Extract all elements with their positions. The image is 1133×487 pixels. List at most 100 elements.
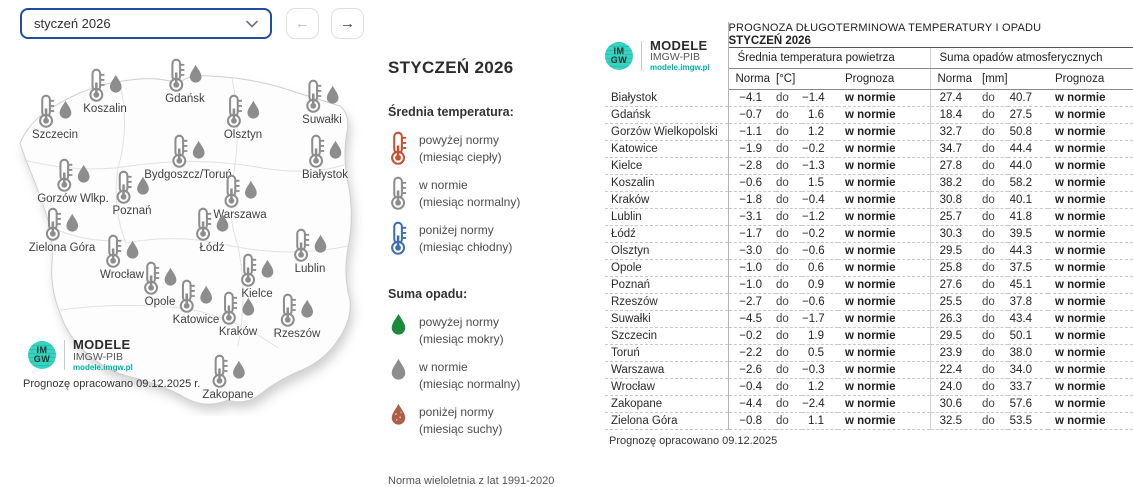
droplet-icon	[199, 285, 214, 304]
do-separator: do	[776, 328, 802, 345]
temp-norma-high-cell: 1.2	[802, 379, 838, 396]
city-cell: Kraków	[605, 192, 728, 209]
legend-item: powyżej normy (miesiąc mokry)	[388, 313, 556, 349]
precip-norma-high-cell: 41.8	[1008, 209, 1048, 226]
precip-prognosis-cell: w normie	[1048, 311, 1133, 328]
do-separator: do	[982, 413, 1008, 430]
imgw-logo-circle: IM GW	[605, 42, 633, 70]
legend-item: poniżej normy (miesiąc suchy)	[388, 403, 556, 439]
do-separator: do	[776, 260, 802, 277]
temp-norma-low-cell: −4.1	[728, 90, 776, 107]
temp-norma-high-cell: −0.2	[802, 226, 838, 243]
table-row: Gorzów Wielkopolski −1.1 do 1.2 w normie…	[605, 124, 1133, 141]
precip-norma-high-cell: 45.1	[1008, 277, 1048, 294]
table-row: Suwałki −4.5 do −1.7 w normie 26.3 do 43…	[605, 311, 1133, 328]
precip-norma-high-cell: 57.6	[1008, 396, 1048, 413]
logo-url: modele.imgw.pl	[650, 64, 710, 72]
legend-item: poniżej normy (miesiąc chłodny)	[388, 221, 556, 257]
precip-prognosis-cell: w normie	[1048, 345, 1133, 362]
precip-norma-high-cell: 34.0	[1008, 362, 1048, 379]
thermometer-icon	[142, 261, 161, 295]
do-separator: do	[982, 345, 1008, 362]
precipitation-legend-items: powyżej normy (miesiąc mokry) w normie (	[388, 313, 556, 439]
droplet-icon	[108, 74, 123, 93]
do-separator: do	[776, 413, 802, 430]
droplet-icon	[243, 180, 258, 199]
city-label: Koszalin	[83, 103, 126, 115]
do-separator: do	[982, 107, 1008, 124]
temp-norma-high-cell: −1.4	[802, 90, 838, 107]
precip-norma-low-cell: 29.5	[930, 328, 982, 345]
temp-prognosis-cell: w normie	[838, 379, 930, 396]
table-row: Olsztyn −3.0 do −0.6 w normie 29.5 do 44…	[605, 243, 1133, 260]
logo-org: IMGW-PIB	[73, 352, 133, 363]
city-label: Zielona Góra	[29, 242, 95, 254]
thermometer-icon	[389, 131, 408, 165]
legend-item-label: poniżej normy	[419, 405, 494, 419]
legend-item-label: w normie	[419, 360, 468, 374]
temp-norma-high-cell: 0.5	[802, 345, 838, 362]
city-label: Szczecin	[32, 129, 78, 141]
temp-norma-low-cell: −2.2	[728, 345, 776, 362]
precip-norma-high-cell: 27.5	[1008, 107, 1048, 124]
do-separator: do	[982, 226, 1008, 243]
city-marker: Zielona Góra	[29, 207, 95, 254]
logo-url: modele.imgw.pl	[73, 364, 133, 372]
month-select[interactable]: styczeń 2026	[20, 8, 272, 39]
precip-prognosis-cell: w normie	[1048, 396, 1133, 413]
temp-norma-low-cell: −0.6	[728, 175, 776, 192]
do-separator: do	[776, 124, 802, 141]
do-separator: do	[776, 192, 802, 209]
do-separator: do	[776, 311, 802, 328]
city-cell: Szczecin	[605, 328, 728, 345]
do-separator: do	[982, 396, 1008, 413]
table-row: Poznań −1.0 do 0.9 w normie 27.6 do 45.1…	[605, 277, 1133, 294]
city-cell: Koszalin	[605, 175, 728, 192]
precip-norma-low-cell: 25.7	[930, 209, 982, 226]
prev-month-button[interactable]: ←	[286, 8, 319, 39]
city-marker: Gorzów Wlkp.	[37, 158, 109, 205]
table-subtitle: STYCZEŃ 2026	[729, 35, 1133, 47]
thermometer-icon	[389, 221, 408, 255]
temp-prognosis-cell: w normie	[838, 294, 930, 311]
legend-item-label: powyżej normy	[419, 315, 499, 329]
table-row: Koszalin −0.6 do 1.5 w normie 38.2 do 58…	[605, 175, 1133, 192]
city-cell: Olsztyn	[605, 243, 728, 260]
temp-norma-low-cell: −0.4	[728, 379, 776, 396]
chevron-down-icon	[246, 20, 258, 28]
table-row: Lublin −3.1 do −1.2 w normie 25.7 do 41.…	[605, 209, 1133, 226]
thermometer-icon	[222, 174, 241, 208]
city-marker: Białystok	[302, 134, 348, 181]
thermometer-icon	[167, 58, 186, 92]
forecast-table: IM GW MODELE IMGW-PIB modele.imgw.pl PRO…	[605, 22, 1133, 447]
precip-prognosis-cell: w normie	[1048, 294, 1133, 311]
temp-norma-high-cell: −2.4	[802, 396, 838, 413]
city-marker: Zakopane	[202, 354, 253, 401]
precip-norma-low-cell: 27.4	[930, 90, 982, 107]
col-header-temp-norma: Norma	[728, 69, 776, 90]
precip-norma-high-cell: 40.7	[1008, 90, 1048, 107]
temp-norma-low-cell: −1.0	[728, 260, 776, 277]
do-separator: do	[982, 379, 1008, 396]
do-separator: do	[776, 294, 802, 311]
droplet-icon	[325, 85, 340, 104]
city-label: Suwałki	[302, 114, 342, 126]
precip-norma-low-cell: 32.5	[930, 413, 982, 430]
droplet-icon	[191, 140, 206, 159]
do-separator: do	[776, 107, 802, 124]
precip-prognosis-cell: w normie	[1048, 158, 1133, 175]
temperature-legend-items: powyżej normy (miesiąc ciepły)	[388, 131, 556, 257]
thermometer-icon	[55, 158, 74, 192]
droplet-icon	[328, 140, 343, 159]
thermometer-icon	[225, 94, 244, 128]
temp-prognosis-cell: w normie	[838, 175, 930, 192]
droplet-icon	[125, 240, 140, 259]
temp-norma-high-cell: −0.2	[802, 141, 838, 158]
next-month-button[interactable]: →	[331, 8, 364, 39]
logo-org: IMGW-PIB	[650, 52, 710, 63]
city-marker: Rzeszów	[274, 293, 321, 340]
do-separator: do	[776, 362, 802, 379]
droplet-icon	[246, 100, 261, 119]
do-separator: do	[982, 362, 1008, 379]
city-cell: Wrocław	[605, 379, 728, 396]
